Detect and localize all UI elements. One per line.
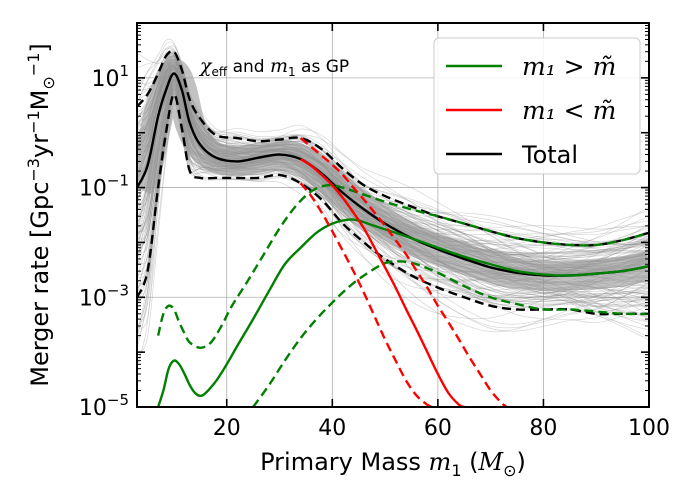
legend-box bbox=[433, 37, 641, 175]
x-tick-label-0: 20 bbox=[213, 416, 241, 441]
series-line-6 bbox=[299, 158, 465, 407]
series-line-1 bbox=[137, 49, 649, 247]
legend-label-green: m₁ > m̃ bbox=[522, 52, 616, 81]
legend-label-red: m₁ < m̃ bbox=[522, 96, 616, 125]
y-tick-label-1: 10−3 bbox=[79, 281, 129, 311]
y-tick-label-2: 10−1 bbox=[79, 172, 129, 202]
series-line-3 bbox=[156, 218, 649, 407]
series-line-8 bbox=[299, 182, 434, 407]
plot-frame bbox=[136, 22, 650, 408]
x-axis-title: Primary Mass m1 (M⊙) bbox=[260, 448, 526, 480]
y-axis-title: Merger rate [Gpc−3yr−1M⊙−1] bbox=[24, 43, 58, 387]
series-line-7 bbox=[299, 137, 508, 407]
tick-labels: 20 40 60 80 100 10−5 10−3 10−1 101 bbox=[79, 62, 670, 441]
ticks bbox=[137, 22, 650, 408]
x-tick-label-3: 80 bbox=[529, 416, 557, 441]
legend: m₁ > m̃ m₁ < m̃ Total bbox=[433, 37, 641, 175]
x-tick-label-1: 40 bbox=[318, 416, 346, 441]
y-tick-label-3: 101 bbox=[91, 62, 129, 92]
series-line-5 bbox=[252, 260, 649, 407]
annotation: χeff and m1 as GP bbox=[198, 55, 349, 79]
series-line-4 bbox=[156, 183, 649, 350]
x-tick-label-2: 60 bbox=[424, 416, 452, 441]
series-layer bbox=[137, 49, 649, 407]
series-line-2 bbox=[137, 93, 649, 316]
y-tick-label-0: 10−5 bbox=[79, 391, 129, 421]
legend-label-total: Total bbox=[521, 141, 578, 169]
x-tick-label-4: 100 bbox=[628, 416, 670, 441]
